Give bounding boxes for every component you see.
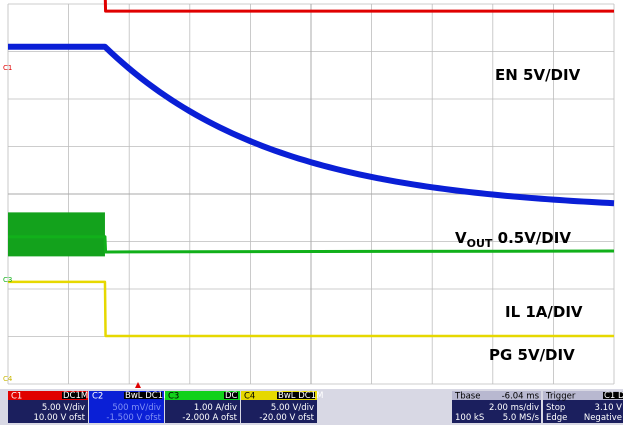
svg-text:C1 DC: C1 DC [604, 391, 623, 401]
traces [8, 0, 615, 338]
svg-text:100 kS: 100 kS [455, 413, 484, 423]
svg-text:3.10 V: 3.10 V [595, 403, 623, 413]
svg-text:BwL DC1M: BwL DC1M [278, 391, 323, 401]
svg-text:2.00 ms/div: 2.00 ms/div [489, 403, 539, 413]
svg-text:Stop: Stop [546, 403, 565, 413]
svg-text:DC1M: DC1M [63, 391, 88, 401]
trigger-box[interactable]: Trigger C1 DC Stop 3.10 V Edge Negative [543, 391, 623, 423]
svg-text:C1: C1 [11, 392, 22, 402]
channel-box-c2[interactable]: C2 BwL DC1M 500 mV/div -1.500 V ofst [89, 391, 170, 423]
channel-marker-3: C3 [3, 276, 12, 284]
svg-text:Negative: Negative [584, 413, 622, 423]
svg-text:C3: C3 [168, 392, 179, 402]
trace-pg [8, 280, 614, 338]
svg-text:5.00 V/div: 5.00 V/div [42, 403, 85, 413]
svg-text:Trigger: Trigger [545, 392, 576, 402]
svg-text:-1.500 V ofst: -1.500 V ofst [106, 413, 161, 423]
svg-text:Edge: Edge [546, 413, 567, 423]
svg-text:C4: C4 [244, 392, 255, 402]
svg-text:10.00 V ofst: 10.00 V ofst [33, 413, 85, 423]
svg-text:-20.00 V ofst: -20.00 V ofst [259, 413, 314, 423]
svg-text:Tbase: Tbase [454, 392, 480, 402]
trigger-marker [135, 382, 141, 388]
svg-text:BwL DC1M: BwL DC1M [125, 391, 170, 401]
statusbar: C1 DC1M 5.00 V/div 10.00 V ofst C2 BwL D… [0, 389, 623, 425]
svg-text:5.0 MS/s: 5.0 MS/s [503, 413, 540, 423]
label-en: EN 5V/DIV [495, 66, 581, 84]
svg-text:-6.04 ms: -6.04 ms [502, 392, 540, 402]
trace-en [103, 0, 614, 13]
channel-marker-4: C4 [3, 375, 13, 383]
trace-il [8, 235, 615, 254]
label-pg: PG 5V/DIV [489, 346, 575, 364]
channel-box-c3[interactable]: C3 DC 1.00 A/div -2.000 A ofst [165, 391, 240, 423]
label-il: IL 1A/DIV [505, 303, 583, 321]
svg-text:500 mV/div: 500 mV/div [112, 403, 161, 413]
svg-text:C2: C2 [92, 392, 103, 402]
svg-text:-2.000 A ofst: -2.000 A ofst [182, 413, 237, 423]
channel-box-c4[interactable]: C4 BwL DC1M 5.00 V/div -20.00 V ofst [241, 391, 323, 423]
il-switching-band [8, 212, 105, 257]
label-vout: VOUT 0.5V/DIV [455, 229, 571, 250]
svg-text:1.00 A/div: 1.00 A/div [194, 403, 237, 413]
channel-marker-1: C1 [3, 64, 12, 72]
svg-text:DC: DC [225, 391, 238, 401]
timebase-box[interactable]: Tbase -6.04 ms 2.00 ms/div 100 kS 5.0 MS… [452, 391, 541, 423]
svg-text:5.00 V/div: 5.00 V/div [271, 403, 314, 413]
trace-vout [8, 43, 615, 207]
channel-box-c1[interactable]: C1 DC1M 5.00 V/div 10.00 V ofst [8, 391, 88, 423]
